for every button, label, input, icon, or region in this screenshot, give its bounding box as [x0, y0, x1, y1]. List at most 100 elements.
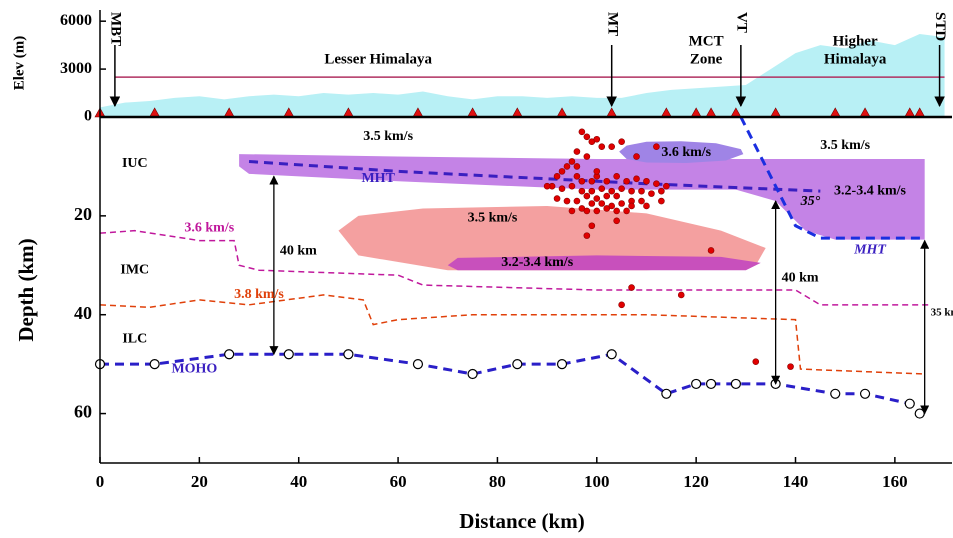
earthquake: [558, 185, 566, 192]
earthquake: [643, 177, 650, 185]
earthquake: [588, 222, 596, 230]
region-label: Himalaya: [824, 52, 887, 68]
annotation: IMC: [120, 262, 149, 277]
earthquake: [583, 232, 591, 239]
y-tick-label: 0: [84, 108, 92, 125]
earthquake: [558, 168, 566, 175]
velocity-zone: [447, 255, 761, 271]
moho-point: [606, 349, 617, 360]
earthquake: [598, 143, 606, 150]
x-tick-label: 0: [96, 472, 105, 491]
earthquake: [613, 173, 620, 180]
earthquake: [618, 301, 625, 309]
boundary-line: [739, 116, 925, 240]
earthquake: [568, 207, 576, 215]
earthquake: [563, 197, 571, 205]
earthquake: [603, 177, 611, 185]
plot: 0 3000 6000 Lesser Himalaya MCT Zone Higher Him…: [60, 10, 953, 491]
earthquake: [598, 200, 606, 207]
moho-point: [149, 359, 160, 370]
moho-point: [859, 388, 871, 399]
earthquake: [568, 182, 576, 190]
earthquake: [707, 247, 715, 254]
annotation: 3.6 km/s: [184, 220, 234, 235]
moho-point: [705, 378, 717, 390]
earthquake: [618, 185, 625, 192]
moho-point: [343, 349, 354, 360]
earthquake: [593, 207, 601, 215]
moho-point: [556, 359, 568, 370]
earthquake: [578, 128, 586, 136]
earthquake: [578, 177, 586, 185]
earthquake: [553, 173, 561, 180]
x-tick-label: 100: [584, 472, 610, 491]
earthquake: [553, 195, 561, 202]
moho-point: [661, 388, 672, 399]
earthquake: [588, 177, 596, 185]
moho-point: [904, 398, 915, 409]
earthquake: [658, 187, 665, 195]
earthquake: [628, 284, 635, 291]
earthquake: [573, 163, 581, 170]
depth-axis-label: Depth (km): [14, 238, 38, 341]
region-label: Lesser Himalaya: [324, 52, 432, 68]
annotation: 3.2-3.4 km/s: [834, 183, 907, 198]
earthquake: [663, 182, 670, 190]
earthquake: [752, 358, 760, 365]
fault-label: MBT: [107, 12, 123, 46]
velocity-zone: [619, 141, 744, 163]
y-tick-label: 20: [74, 204, 92, 224]
thickness-label: 40 km: [280, 244, 317, 259]
boundary-line: [99, 229, 930, 306]
boundary-line: [100, 352, 921, 415]
earthquake: [598, 185, 606, 192]
earthquake: [623, 207, 630, 215]
earthquake: [648, 190, 655, 197]
fault-label: VT: [733, 12, 749, 33]
moho-point: [914, 408, 925, 419]
earthquake: [633, 153, 640, 160]
annotation: 3.5 km/s: [468, 211, 518, 226]
earthquake: [573, 148, 581, 155]
earthquake: [568, 158, 576, 165]
moho-point: [467, 368, 478, 380]
earthquake: [573, 197, 581, 205]
region-label: MCT: [689, 34, 724, 50]
region-label: Zone: [690, 52, 723, 68]
moho-point: [691, 378, 702, 390]
velocity-zone: [338, 205, 766, 271]
x-tick-label: 160: [882, 472, 908, 491]
earthquake: [628, 202, 635, 210]
earthquake: [563, 163, 571, 170]
thickness-label: 40 km: [782, 271, 819, 286]
moho-point: [224, 349, 235, 360]
earthquake: [593, 135, 601, 143]
annotation: 3.6 km/s: [661, 145, 711, 160]
annotation: MOHO: [171, 361, 217, 376]
earthquake: [658, 197, 665, 205]
earthquake: [623, 177, 630, 185]
fault-label: MT: [604, 12, 620, 36]
earthquake: [588, 200, 596, 207]
elevation-area: [100, 33, 945, 117]
earthquake: [613, 192, 620, 200]
earthquake: [593, 195, 601, 202]
thickness-label: 35 km: [931, 307, 953, 319]
earthquake: [628, 187, 635, 195]
velocity-zone: [239, 154, 925, 240]
boundary-line: [99, 294, 925, 375]
earthquake: [643, 202, 650, 210]
earthquake: [543, 182, 551, 190]
earthquake: [618, 138, 625, 146]
x-tick-label: 60: [390, 472, 407, 491]
x-tick-label: 120: [683, 472, 709, 491]
x-axis-label: Distance (km): [459, 509, 584, 533]
earthquake: [583, 207, 591, 215]
earthquake: [583, 133, 591, 141]
earthquake: [583, 153, 591, 160]
y-tick-label: 40: [74, 303, 92, 323]
moho-point: [730, 378, 741, 390]
annotation: MHT: [853, 243, 887, 258]
fault-label: STD: [932, 12, 948, 41]
